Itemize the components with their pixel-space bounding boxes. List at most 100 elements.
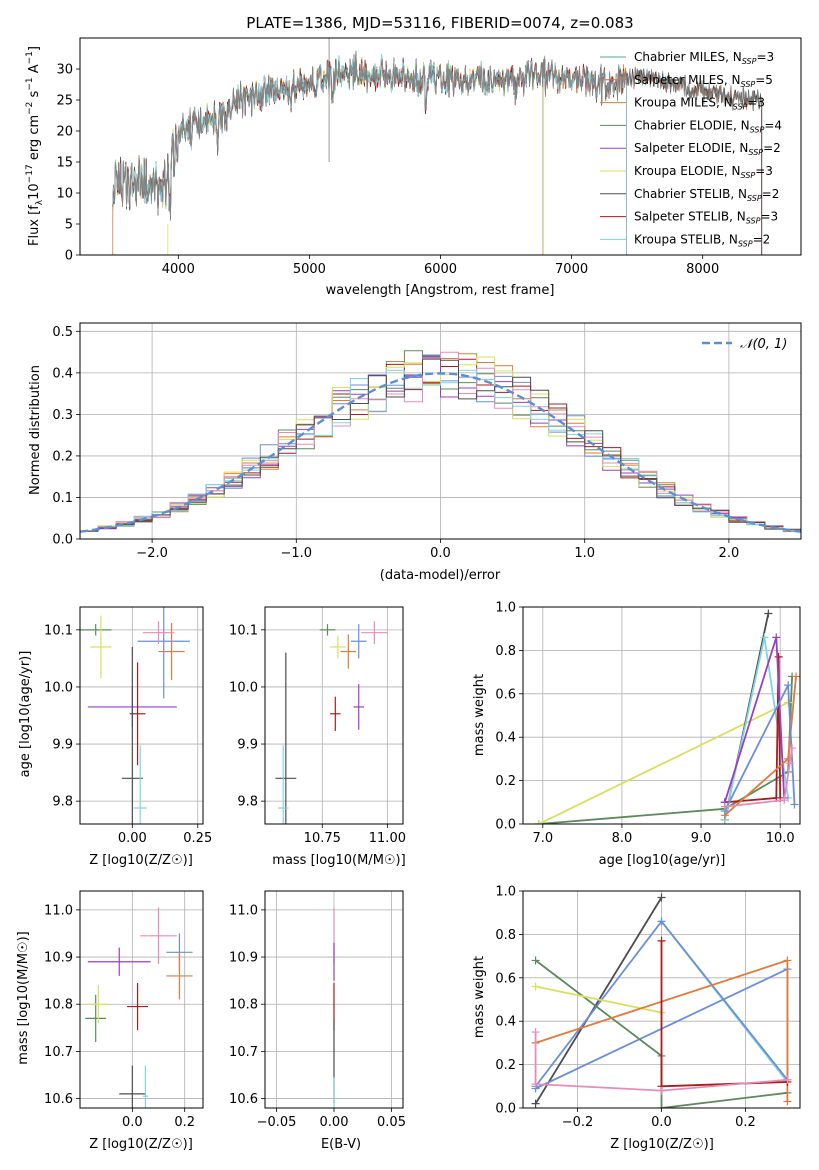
mass_vs_EBV-axes: −0.05 0.00 0.05 10.6 10.7 10.8 10.9 11.0	[229, 903, 406, 1130]
mass_vs_Z-xtick-label: 0.0	[122, 1115, 143, 1130]
age_vs_mass-ytick-label: 10.1	[229, 623, 258, 638]
spectrum-line-2	[112, 53, 627, 255]
legend-label: Salpeter MILES, NSSP=5	[634, 73, 773, 89]
spectrum-line-8	[112, 53, 627, 255]
spectrum-ytick-label: 20	[56, 125, 73, 140]
weight_vs_Z-ytick-label: 0.4	[495, 1015, 516, 1030]
mass_vs_Z-errorbar-5	[142, 1065, 149, 1108]
weight_vs_age-line-0	[538, 676, 793, 824]
legend-label: Chabrier ELODIE, NSSP=4	[634, 118, 782, 134]
weight-vs-z-xlabel: Z [log10(Z/Z☉)]	[610, 1137, 714, 1152]
residuals-xtick-label: 2.0	[719, 546, 740, 561]
age_vs_Z-panel: 0.00 0.25 9.8 9.9 10.0 10.1	[44, 606, 212, 846]
residuals-ytick-label: 0.1	[52, 491, 73, 506]
mass_vs_EBV-ytick-label: 10.8	[229, 998, 258, 1013]
age_vs_Z-ytick-label: 10.1	[44, 623, 73, 638]
weight_vs_Z-ytick-label: 0.6	[495, 971, 516, 986]
mass_vs_Z-ytick-label: 11.0	[44, 903, 73, 918]
mass_vs_EBV-xtick-label: 0.00	[320, 1115, 349, 1130]
age_vs_Z-errorbar-1	[90, 615, 112, 679]
weight_vs_Z-marker	[531, 982, 540, 991]
age_vs_Z-axes: 0.00 0.25 9.8 9.9 10.0 10.1	[44, 623, 212, 846]
weight_vs_Z-marker	[783, 956, 792, 965]
weight_vs_Z-marker	[783, 1075, 792, 1084]
residuals-ytick-label: 0.0	[52, 533, 73, 548]
mass_vs_EBV-ytick-label: 10.7	[229, 1045, 258, 1060]
weight_vs_age-marker	[774, 652, 783, 661]
weight_vs_Z-ytick-label: 0.0	[495, 1102, 516, 1117]
spectrum-ytick-label: 5	[65, 218, 73, 233]
weight-vs-age-ylabel: mass weight	[472, 674, 487, 756]
weight-vs-z-ylabel: mass weight	[472, 956, 487, 1038]
weight_vs_Z-xtick-label: 0.2	[735, 1115, 756, 1130]
spectrum-panel: 4000 5000 6000 7000 8000 0 5 10 15 20 25 30 Chabrier…	[56, 37, 802, 277]
weight_vs_Z-marker	[531, 1028, 540, 1037]
age_vs_mass-errorbar-4	[275, 652, 297, 824]
legend-label: Chabrier STELIB, NSSP=2	[634, 187, 779, 203]
residuals-xtick-label: −2.0	[136, 546, 168, 561]
mass_vs_Z-xtick-label: 0.2	[174, 1115, 195, 1130]
weight_vs_age-ytick-label: 0.0	[495, 818, 516, 833]
mass_vs_Z-axes: 0.0 0.2 10.6 10.7 10.8 10.9 11.0	[44, 903, 195, 1130]
spectrum-data	[112, 50, 763, 221]
weight_vs_Z-ytick-label: 1.0	[495, 885, 516, 900]
weight_vs_age-marker	[534, 820, 543, 824]
weight_vs_age-xtick-label: 9.0	[691, 831, 712, 846]
weight_vs_Z-line-0	[534, 897, 663, 1105]
weight_vs_age-marker	[780, 796, 789, 805]
weight_vs_age-line-4	[724, 656, 782, 804]
residuals-xtick-label: 1.0	[574, 546, 595, 561]
weight_vs_age-marker	[760, 633, 769, 642]
weight_vs_age-marker	[788, 744, 797, 753]
age_vs_Z-ytick-label: 9.9	[52, 738, 73, 753]
spectrum-title: PLATE=1386, MJD=53116, FIBERID=0074, z=0…	[246, 14, 633, 32]
mass_vs_Z-ytick-label: 10.9	[44, 951, 73, 966]
spectrum-xtick-label: 7000	[555, 262, 588, 277]
weight_vs_Z-marker	[531, 1080, 540, 1089]
mass_vs_Z-errorbar-7	[166, 952, 193, 1000]
weight_vs_Z-axes: −0.2 0.0 0.2 0.0 0.2 0.4 0.6 0.8 1.0	[495, 885, 755, 1131]
residuals-ytick-label: 0.3	[52, 408, 73, 423]
mass_vs_Z-ytick-label: 10.7	[44, 1045, 73, 1060]
mass-vs-ebv-xlabel: E(B-V)	[321, 1137, 361, 1152]
age_vs_Z-ytick-label: 10.0	[44, 680, 73, 695]
weight_vs_age-ytick-label: 0.6	[495, 687, 516, 702]
mass_vs_EBV-xtick-label: −0.05	[257, 1115, 297, 1130]
legend-label: Kroupa MILES, NSSP=3	[634, 96, 765, 112]
mass_vs_Z-errorbar-4	[119, 1065, 146, 1108]
mass_vs_EBV-ytick-label: 10.6	[229, 1092, 258, 1107]
legend-label: Chabrier MILES, NSSP=3	[634, 50, 774, 66]
mass-vs-z-xlabel: Z [log10(Z/Z☉)]	[89, 1137, 193, 1152]
spectrum-xtick-label: 6000	[424, 262, 457, 277]
mass_vs_EBV-panel: −0.05 0.00 0.05 10.6 10.7 10.8 10.9 11.0	[229, 890, 406, 1130]
weight_vs_Z-panel: −0.2 0.0 0.2 0.0 0.2 0.4 0.6 0.8 1.0	[495, 885, 801, 1131]
gaussian-curve	[80, 372, 801, 533]
weight_vs_age-marker	[785, 759, 794, 768]
residuals-ylabel: Normed distribution	[28, 365, 43, 495]
residuals-ytick-label: 0.2	[52, 449, 73, 464]
weight_vs_age-ytick-label: 0.4	[495, 731, 516, 746]
age_vs_mass-xtick-label: 10.75	[304, 831, 341, 846]
spectrum-ylabel: Flux [fλ10−17 erg cm−2 s−1 A−1]	[25, 46, 45, 246]
weight_vs_age-marker	[764, 609, 773, 618]
mass_vs_Z-plot-area	[85, 907, 193, 1108]
age_vs_mass-errorbar-5	[278, 745, 289, 824]
weight_vs_Z-marker	[657, 893, 666, 902]
age_vs_Z-errorbar-6	[137, 607, 190, 699]
age_vs_Z-errorbar-4	[121, 646, 143, 824]
legend-label: 𝒩(0, 1)	[740, 337, 787, 352]
mass_vs_Z-frame	[79, 890, 204, 1109]
weight_vs_age-line-8	[724, 747, 793, 808]
mass_vs_EBV-ytick-label: 11.0	[229, 903, 258, 918]
spectrum-ytick-label: 0	[65, 249, 73, 264]
age_vs_Z-errorbar-5	[133, 745, 147, 824]
residuals-axes: −2.0 −1.0 0.0 1.0 2.0 0.0 0.1 0.2 0.3 0.4 0.5	[52, 325, 739, 561]
mass-vs-z-ylabel: mass [log10(M/M☉)]	[16, 931, 31, 1064]
mass_vs_Z-errorbar-2	[87, 947, 151, 976]
age_vs_mass-plot-area	[275, 621, 388, 824]
mass_vs_Z-errorbar-3	[127, 982, 149, 1031]
age_vs_mass-errorbar-2	[353, 684, 364, 730]
age_vs_Z-errorbar-7	[158, 622, 185, 681]
mass_vs_Z-ytick-label: 10.8	[44, 998, 73, 1013]
age_vs_mass-errorbar-6	[350, 624, 367, 659]
